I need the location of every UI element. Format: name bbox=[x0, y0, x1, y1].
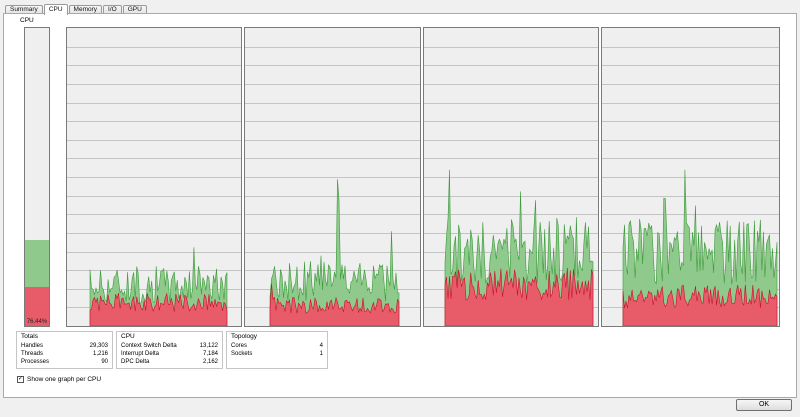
cpu-meter-label: CPU bbox=[20, 17, 34, 24]
stat-value: 90 bbox=[101, 359, 108, 365]
stat-label: Threads bbox=[21, 351, 44, 357]
stat-value: 2,162 bbox=[202, 359, 218, 365]
tab-gpu[interactable]: GPU bbox=[122, 5, 147, 14]
user-usage-area bbox=[622, 169, 778, 326]
cpu-stats-group: CPU Context Switch Delta 13,122 Interrupt… bbox=[116, 331, 223, 369]
kernel-usage-area bbox=[269, 283, 400, 326]
cpu-graph-3-plot bbox=[602, 47, 779, 326]
stat-label: Interrupt Delta bbox=[121, 351, 160, 357]
ok-button[interactable]: OK bbox=[736, 399, 792, 411]
cpu-stats-row: DPC Delta 2,162 bbox=[121, 358, 218, 366]
one-graph-per-cpu-option[interactable]: ✓ Show one graph per CPU bbox=[17, 376, 101, 383]
topology-group: Topology Cores 4 Sockets 1 bbox=[226, 331, 328, 369]
topology-row: Cores 4 bbox=[231, 342, 323, 350]
cpu-usage-meter: 76.44% bbox=[24, 27, 50, 327]
kernel-usage-area bbox=[89, 292, 228, 326]
cpu-graph-0 bbox=[66, 27, 242, 327]
one-graph-per-cpu-label: Show one graph per CPU bbox=[27, 376, 102, 383]
cpu-stats-row: Context Switch Delta 13,122 bbox=[121, 342, 218, 350]
topology-title: Topology bbox=[231, 333, 258, 340]
user-usage-area bbox=[269, 179, 400, 326]
one-graph-per-cpu-checkbox[interactable]: ✓ bbox=[17, 376, 24, 383]
cpu-graph-3 bbox=[601, 27, 780, 327]
cpu-graph-1 bbox=[244, 27, 421, 327]
stat-value: 1 bbox=[319, 351, 323, 357]
stat-label: Sockets bbox=[231, 351, 253, 357]
stat-label: Context Switch Delta bbox=[121, 343, 177, 349]
stat-value: 13,122 bbox=[199, 343, 218, 349]
stat-label: Handles bbox=[21, 343, 44, 349]
tab-io[interactable]: I/O bbox=[103, 5, 122, 14]
cpu-stats-title: CPU bbox=[121, 333, 135, 340]
stat-value: 29,303 bbox=[89, 343, 108, 349]
cpu-graph-1-plot bbox=[245, 47, 420, 326]
totals-row: Processes 90 bbox=[21, 358, 108, 366]
stat-value: 1,216 bbox=[92, 351, 108, 357]
per-cpu-graphs bbox=[66, 27, 780, 327]
kernel-usage-area bbox=[622, 284, 778, 326]
cpu-graph-2-plot bbox=[424, 47, 598, 326]
totals-row: Handles 29,303 bbox=[21, 342, 108, 350]
totals-row: Threads 1,216 bbox=[21, 350, 108, 358]
tab-memory[interactable]: Memory bbox=[68, 5, 103, 14]
topology-row: Sockets 1 bbox=[231, 350, 323, 358]
stat-label: DPC Delta bbox=[121, 359, 150, 365]
stat-label: Processes bbox=[21, 359, 50, 365]
user-usage-fill bbox=[25, 239, 49, 288]
cpu-stats-row: Interrupt Delta 7,184 bbox=[121, 350, 218, 358]
cpu-graph-0-plot bbox=[67, 47, 241, 326]
kernel-usage-fill bbox=[25, 287, 49, 326]
totals-group: Totals Handles 29,303 Threads 1,216 Proces… bbox=[16, 331, 113, 369]
stat-value: 4 bbox=[319, 343, 323, 349]
tab-summary[interactable]: Summary bbox=[5, 5, 43, 14]
stat-label: Cores bbox=[231, 343, 248, 349]
tab-strip: Summary CPU Memory I/O GPU bbox=[5, 3, 148, 15]
cpu-graph-2 bbox=[423, 27, 599, 327]
cpu-usage-value: 76.44% bbox=[26, 319, 48, 325]
totals-title: Totals bbox=[21, 333, 38, 340]
kernel-usage-area bbox=[444, 267, 594, 326]
stat-value: 7,184 bbox=[202, 351, 218, 357]
tab-cpu[interactable]: CPU bbox=[43, 4, 68, 15]
